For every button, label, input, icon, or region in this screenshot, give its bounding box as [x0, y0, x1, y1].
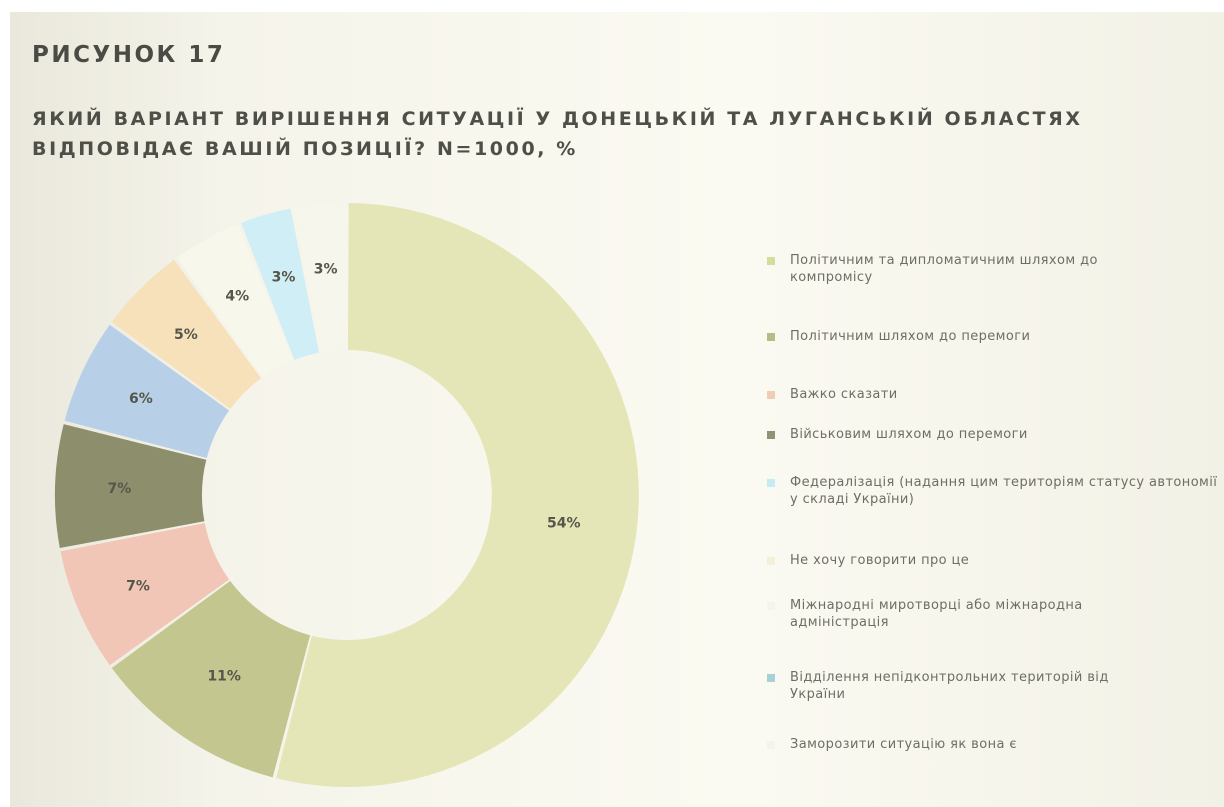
legend-swatch: [767, 257, 775, 265]
donut-slice: [54, 424, 207, 548]
legend-label: Федералізація (надання цим територіям ст…: [790, 475, 1218, 507]
legend-item: Військовим шляхом до перемоги: [764, 426, 1224, 443]
legend-item: Відділення непідконтрольних територій ві…: [764, 669, 1224, 703]
legend-label: Політичним та дипломатичним шляхом до ко…: [790, 253, 1098, 285]
legend-label: Не хочу говорити про це: [790, 553, 970, 568]
slice-value-label: 3%: [272, 269, 296, 285]
legend-item: Заморозити ситуацію як вона є: [764, 736, 1224, 753]
slice-value-label: 7%: [108, 481, 132, 497]
legend-swatch: [767, 431, 775, 439]
legend-swatch: [767, 602, 775, 610]
legend-label: Міжнародні миротворці або міжнародна адм…: [790, 598, 1083, 630]
donut-slice: [176, 224, 293, 378]
slice-value-label: 6%: [129, 391, 153, 407]
legend-label: Важко сказати: [790, 387, 898, 402]
donut-slice: [241, 208, 319, 360]
slice-value-label: 7%: [126, 579, 150, 595]
slice-value-label: 54%: [547, 515, 581, 531]
donut-slice: [111, 259, 262, 410]
legend-item: Важко сказати: [764, 386, 1224, 403]
legend-label: Військовим шляхом до перемоги: [790, 427, 1028, 442]
legend-swatch: [767, 391, 775, 399]
donut-slice: [111, 580, 311, 778]
slice-value-label: 4%: [225, 288, 249, 304]
legend-swatch: [767, 674, 775, 682]
chart-title: ЯКИЙ ВАРІАНТ ВИРІШЕННЯ СИТУАЦІЇ У ДОНЕЦЬ…: [32, 108, 1083, 160]
legend-swatch: [767, 333, 775, 341]
legend-swatch: [767, 557, 775, 565]
legend-item: Політичним та дипломатичним шляхом до ко…: [764, 252, 1224, 286]
legend-item: Федералізація (надання цим територіям ст…: [764, 474, 1224, 508]
legend-item: Міжнародні миротворці або міжнародна адм…: [764, 597, 1224, 631]
legend-swatch: [767, 741, 775, 749]
legend-label: Відділення непідконтрольних територій ві…: [790, 670, 1109, 702]
legend-label: Заморозити ситуацію як вона є: [790, 737, 1017, 752]
donut-slice: [294, 203, 347, 353]
legend-label: Політичним шляхом до перемоги: [790, 329, 1031, 344]
slice-value-label: 3%: [314, 261, 338, 277]
donut-chart: 54% 11% 7% 7% 6% 5% 4% 3% 3%: [54, 203, 639, 787]
donut-slice: [60, 523, 230, 666]
legend-item: Політичним шляхом до перемоги: [764, 328, 1224, 345]
chart-photo: РИСУНОК 17 ЯКИЙ ВАРІАНТ ВИРІШЕННЯ СИТУАЦ…: [10, 12, 1224, 807]
slice-value-label: 5%: [174, 327, 198, 343]
donut-slice: [276, 203, 639, 787]
figure-label: РИСУНОК 17: [32, 42, 226, 68]
legend-swatch: [767, 479, 775, 487]
legend-item: Не хочу говорити про це: [764, 552, 1224, 569]
donut-slice: [64, 324, 230, 459]
slice-value-label: 11%: [207, 669, 241, 685]
